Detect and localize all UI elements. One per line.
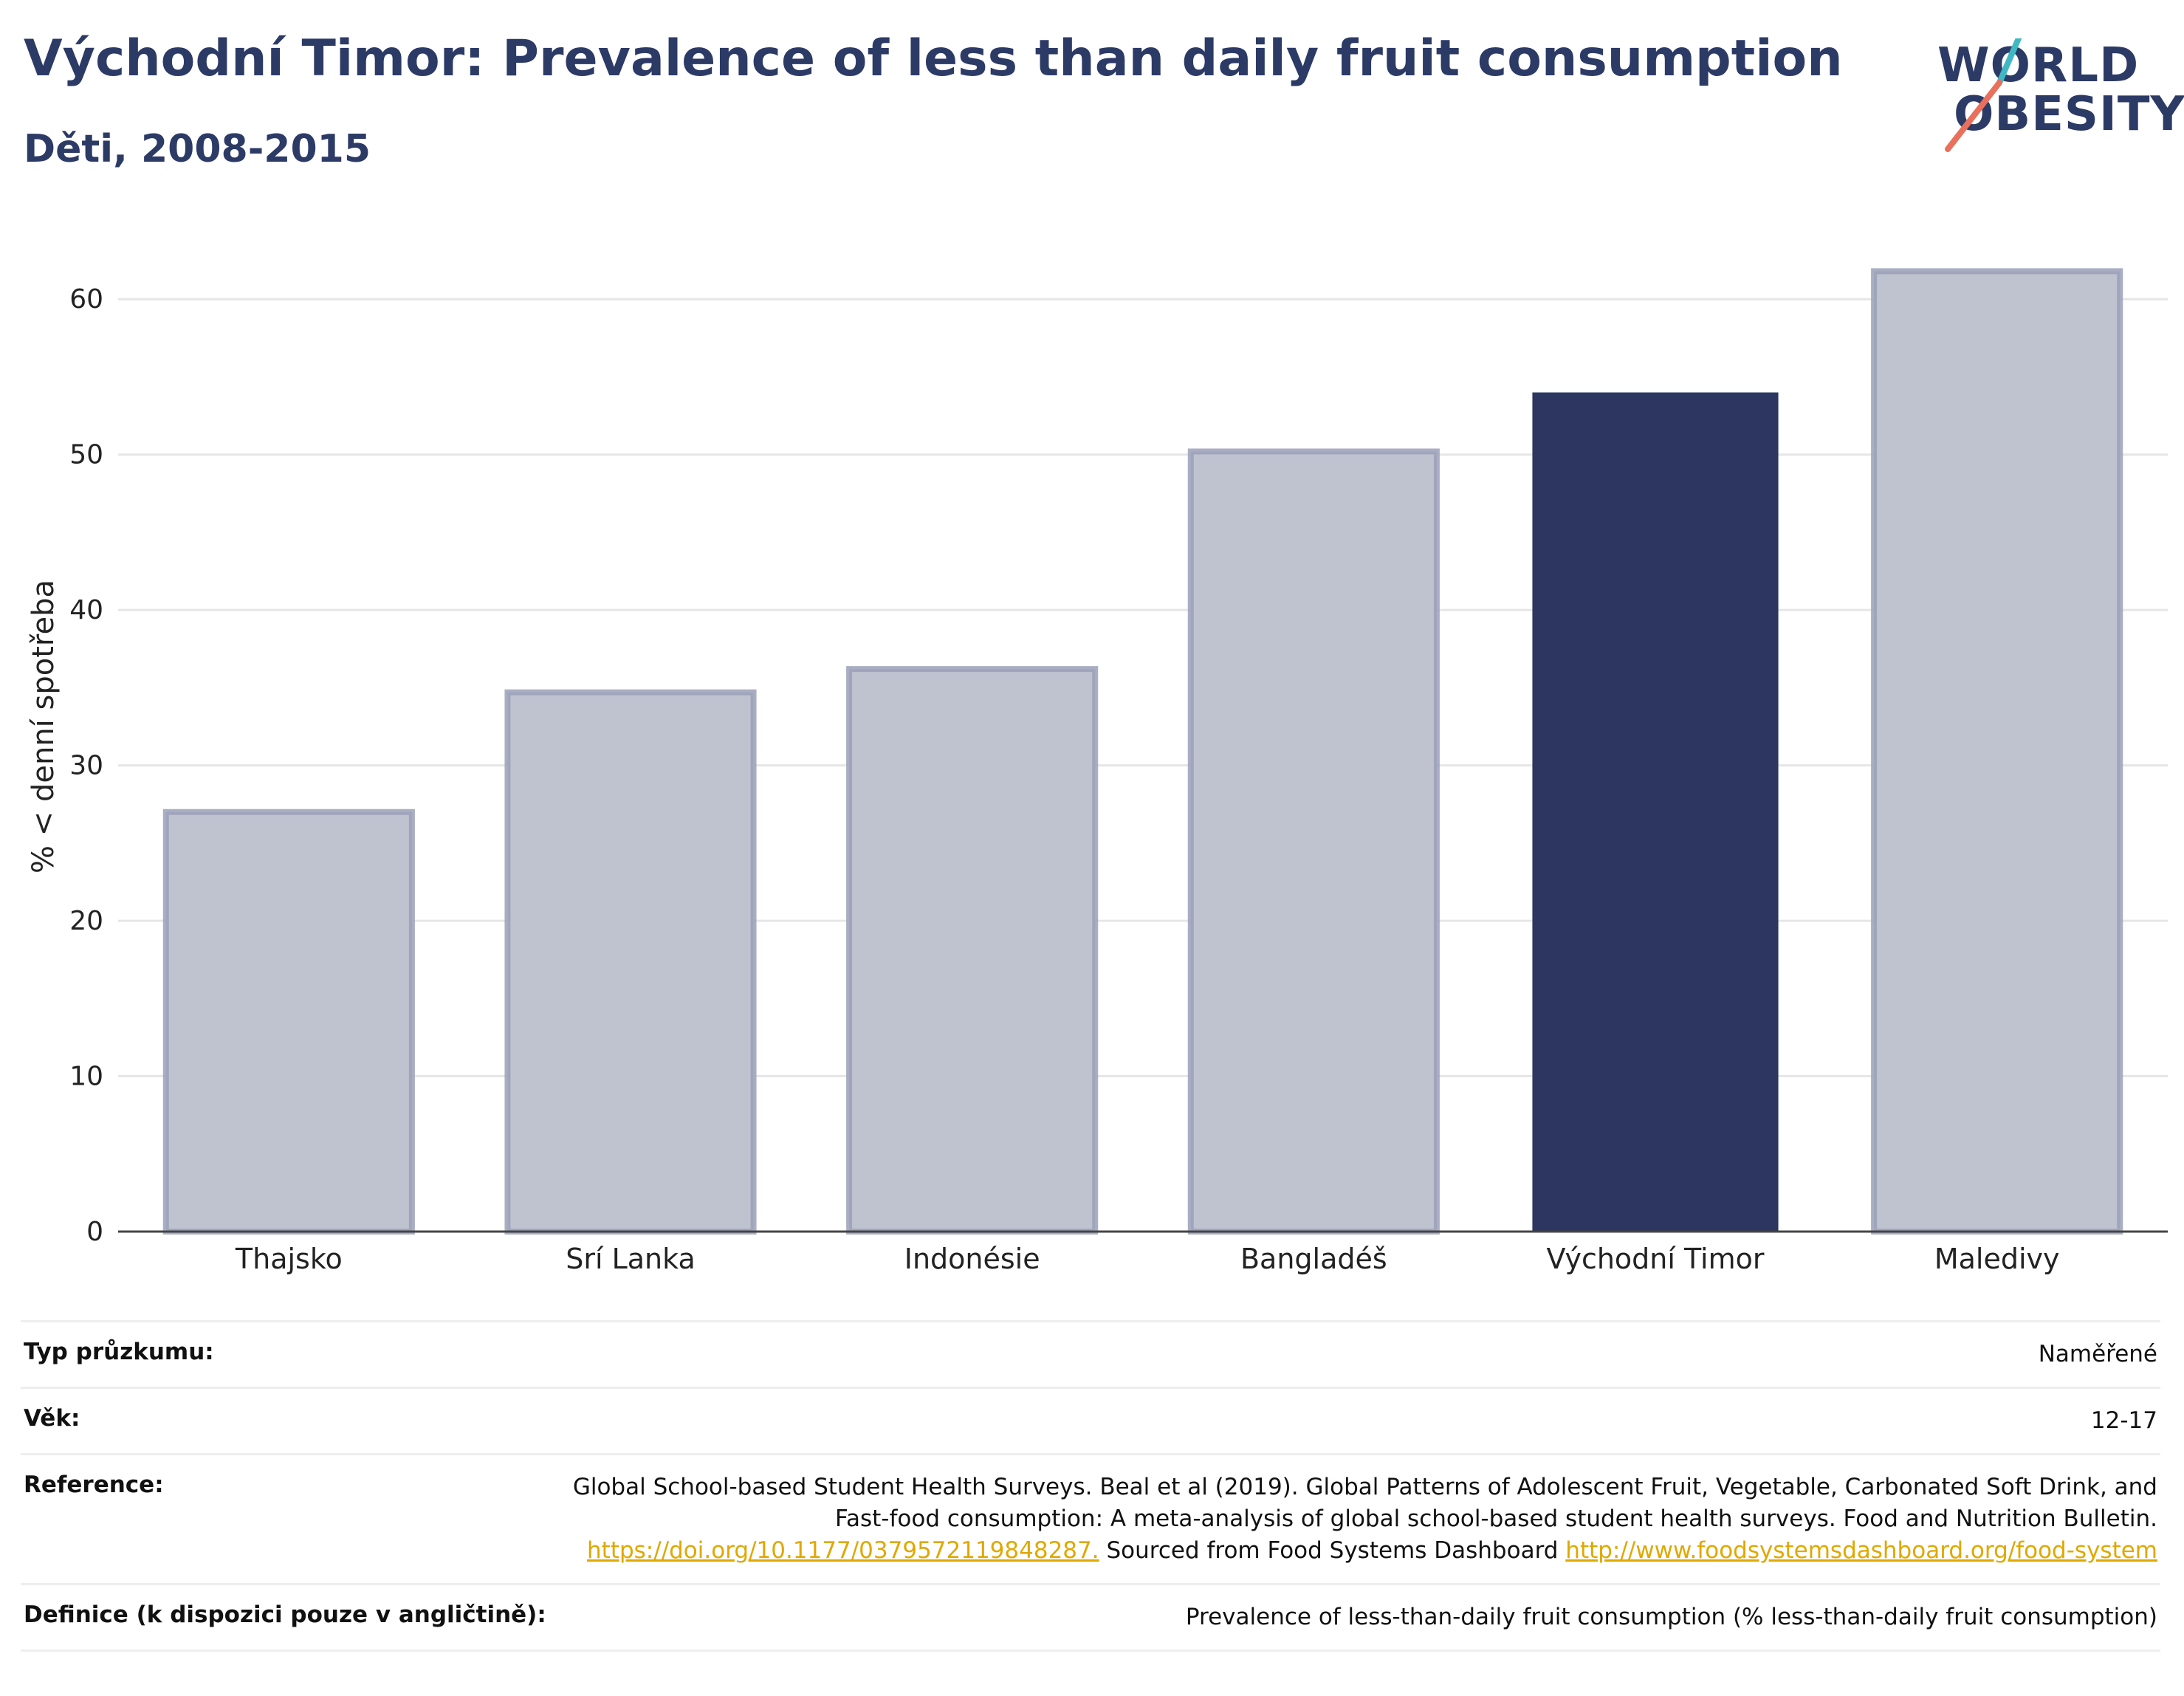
bar-chart: 0 10 20 30 40 50 60 Thajsko Srí Lanka Indonésie B… [27,268,2168,1275]
y-tick-label: 0 [86,1217,103,1247]
bar-Maledivy [1871,268,2123,1235]
info-key: Věk: [24,1405,80,1432]
world-obesity-logo: WORLD OBESITY [1934,38,2184,157]
bar-Východní Timor [1532,392,1779,1232]
reference-middle-text: Sourced from Food Systems Dashboard [1099,1537,1566,1564]
page-subtitle: Děti, 2008-2015 [24,127,371,171]
y-tick-label: 30 [69,751,103,781]
x-tick-label: Maledivy [1934,1243,2060,1275]
y-axis-ticks: 0 10 20 30 40 50 60 [69,284,103,1247]
x-tick-label: Thajsko [235,1243,343,1275]
info-value: Naměřené [2038,1341,2157,1367]
bar-Thajsko [162,808,415,1235]
doi-link[interactable]: https://doi.org/10.1177/0379572119848287… [587,1537,1099,1564]
info-value: 12-17 [2090,1407,2157,1434]
info-table: Typ průzkumu: Naměřené Věk: 12-17 Refere… [21,1320,2160,1652]
info-key: Definice (k dispozici pouze v angličtině… [24,1601,546,1628]
page-title: Východní Timor: Prevalence of less than … [24,30,1843,88]
x-tick-label: Východní Timor [1546,1243,1764,1275]
y-tick-label: 20 [69,906,103,936]
y-tick-label: 10 [69,1062,103,1092]
info-row-age: Věk: 12-17 [21,1387,2160,1455]
info-value: Global School-based Student Health Surve… [558,1455,2160,1585]
bar-Srí Lanka [504,689,757,1235]
y-tick-label: 60 [69,284,103,315]
logo-slash-icon [1945,38,2022,152]
x-tick-label: Bangladéš [1240,1243,1387,1275]
bars [162,268,2123,1235]
info-key: Reference: [24,1472,164,1498]
y-axis-label: % < denní spotřeba [27,580,61,873]
x-tick-label: Srí Lanka [566,1243,696,1275]
bar-Bangladéš [1187,448,1440,1235]
logo-line1: WORLD [1937,38,2140,93]
reference-text: Global School-based Student Health Surve… [572,1474,2157,1532]
gridlines [118,298,2168,1078]
info-row-reference: Reference: Global School-based Student H… [21,1454,2160,1585]
x-axis-labels: Thajsko Srí Lanka Indonésie Bangladéš Východ… [235,1243,2060,1275]
info-value: Prevalence of less-than-daily fruit cons… [1185,1604,2157,1630]
y-tick-label: 50 [69,440,103,470]
info-key: Typ průzkumu: [24,1339,214,1365]
x-tick-label: Indonésie [904,1243,1040,1275]
bar-Indonésie [846,666,1099,1235]
info-row-survey-type: Typ průzkumu: Naměřené [21,1321,2160,1388]
dashboard-link[interactable]: http://www.foodsystemsdashboard.org/food… [1565,1537,2157,1564]
info-row-definition: Definice (k dispozici pouze v angličtině… [21,1584,2160,1651]
y-tick-label: 40 [69,595,103,625]
